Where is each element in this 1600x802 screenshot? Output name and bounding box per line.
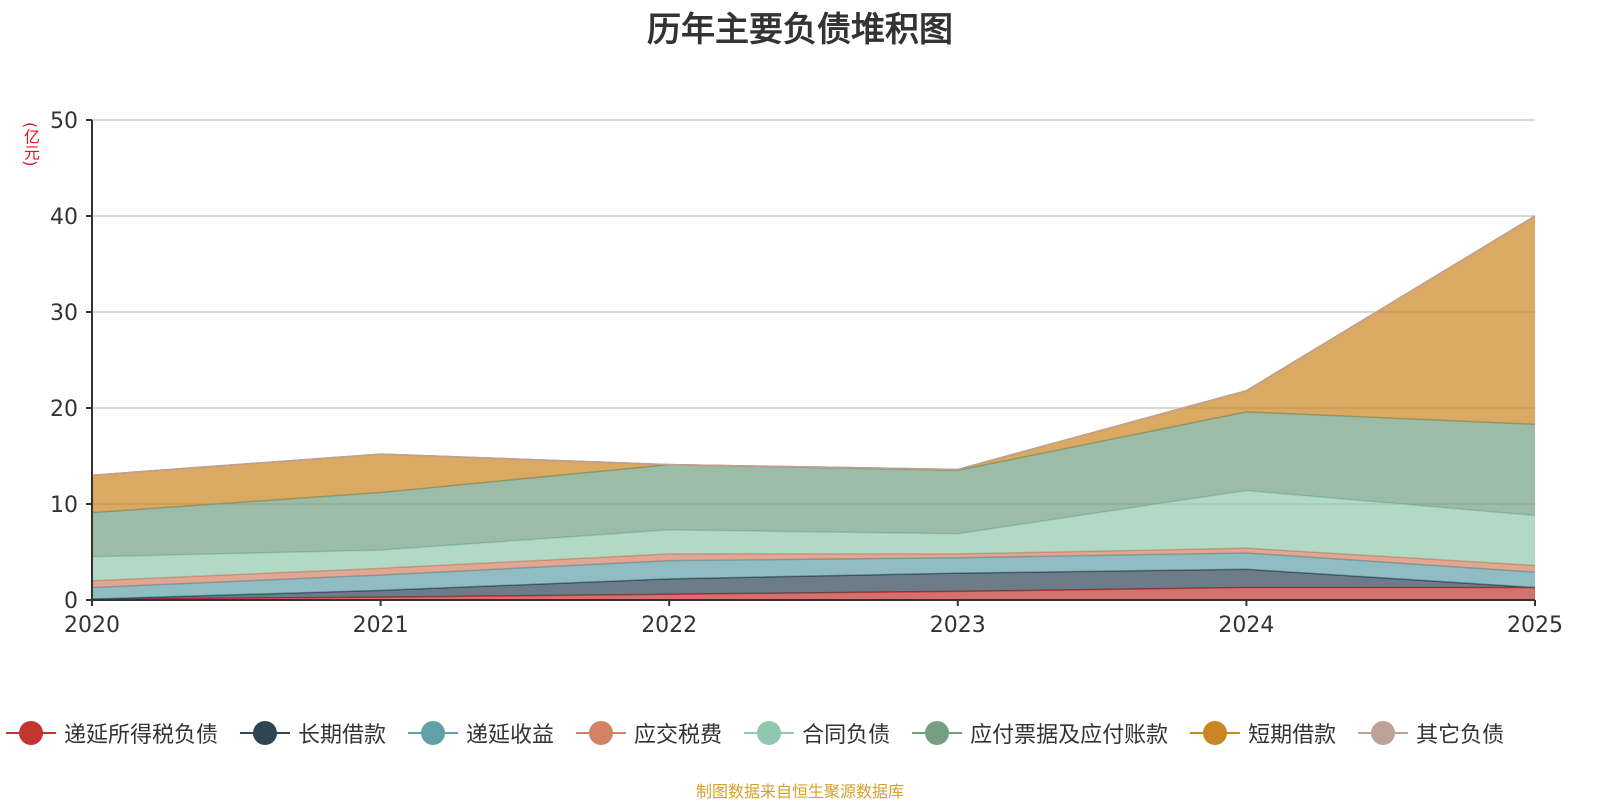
area-series-4 [92, 490, 1535, 581]
x-tick-label-2020: 2020 [64, 613, 120, 638]
x-tick-label-2021: 2021 [353, 613, 409, 638]
y-tick-label-0: 0 [64, 589, 78, 614]
x-tick-label-2024: 2024 [1218, 613, 1274, 638]
legend-label: 递延收益 [466, 723, 555, 748]
area-series [91, 215, 1536, 600]
y-tick-label-30: 30 [50, 301, 78, 326]
legend-label: 其它负债 [1416, 723, 1505, 748]
area-series-2 [92, 552, 1535, 600]
area-series-3 [92, 548, 1535, 588]
x-tick-label-2022: 2022 [641, 613, 697, 638]
line-series-7 [91, 215, 1536, 476]
x-tick-label-2025: 2025 [1507, 613, 1563, 638]
legend-item-5[interactable]: 应付票据及应付账款 [912, 717, 1168, 749]
legend-marker-icon [6, 719, 56, 747]
legend-label: 合同负债 [802, 723, 891, 748]
legend-marker-icon [1358, 719, 1409, 747]
legend-label: 长期借款 [298, 723, 387, 748]
legend-item-1[interactable]: 长期借款 [240, 717, 386, 749]
legend-marker-icon [912, 719, 963, 747]
chart-title: 历年主要负债堆积图 [647, 10, 953, 50]
axes: 0 10 20 30 40 50 2020 2021 2022 2023 2024 2025 [50, 109, 1563, 638]
legend-label: 递延所得税负债 [64, 723, 219, 748]
y-tick-label-20: 20 [50, 397, 78, 422]
y-tick-label-40: 40 [50, 205, 78, 230]
legend-item-7[interactable]: 其它负债 [1358, 717, 1504, 749]
legend-item-4[interactable]: 合同负债 [744, 717, 890, 749]
legend-item-3[interactable]: 应交税费 [576, 717, 722, 749]
legend-marker-icon [240, 719, 291, 747]
legend: 递延所得税负债 长期借款 递延收益 应交税费 合同负债 应付票据及应付账款 短期借款 其它负债 [6, 716, 1600, 750]
legend-label: 应交税费 [634, 723, 723, 748]
y-tick-label-50: 50 [50, 109, 78, 134]
legend-marker-icon [576, 719, 627, 747]
area-series-1 [92, 569, 1535, 600]
y-axis-unit-label: (亿元) [21, 122, 40, 167]
source-note: 制图数据来自恒生聚源数据库 [695, 782, 904, 801]
legend-item-2[interactable]: 递延收益 [408, 717, 554, 749]
y-tick-label-10: 10 [50, 493, 78, 518]
legend-marker-icon [1190, 719, 1241, 747]
legend-label: 短期借款 [1248, 723, 1337, 748]
legend-item-0[interactable]: 递延所得税负债 [6, 717, 218, 749]
area-series-5 [92, 411, 1535, 557]
legend-label: 应付票据及应付账款 [970, 723, 1169, 748]
legend-marker-icon [408, 719, 459, 747]
legend-item-6[interactable]: 短期借款 [1190, 717, 1336, 749]
area-series-6 [92, 216, 1535, 513]
legend-marker-icon [744, 719, 795, 747]
x-tick-label-2023: 2023 [930, 613, 986, 638]
